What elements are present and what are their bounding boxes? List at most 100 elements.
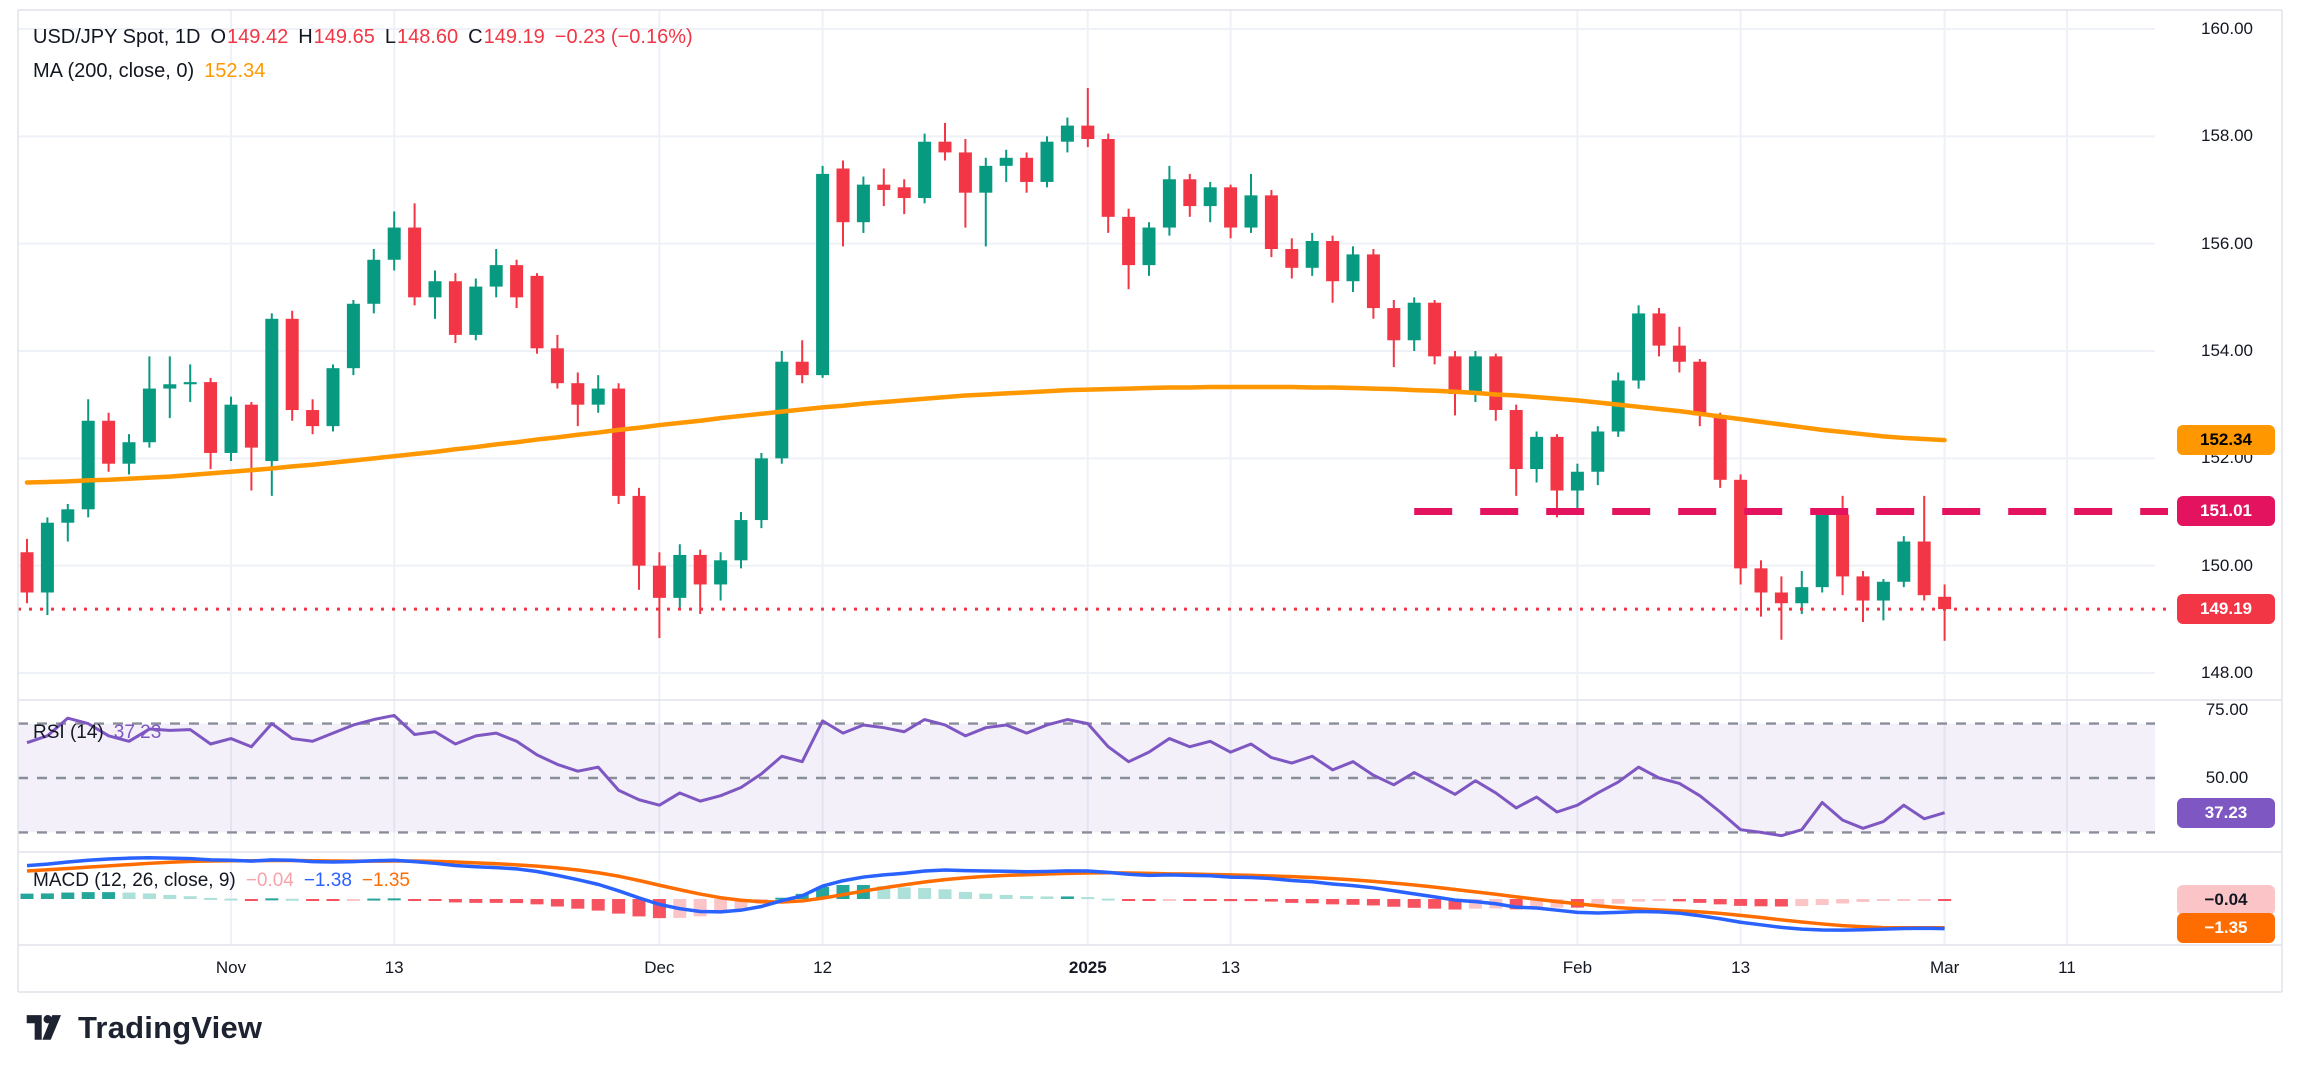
macd-histogram-bar — [510, 899, 524, 904]
macd-histogram-bar — [1754, 899, 1768, 907]
candle — [306, 399, 320, 435]
macd-histogram-bar — [81, 892, 95, 899]
rsi-pane[interactable] — [18, 700, 2155, 852]
macd-histogram-bar — [326, 899, 340, 901]
candle — [1856, 571, 1870, 623]
macd-histogram-bar — [979, 893, 993, 899]
macd-histogram-bar — [1672, 899, 1686, 902]
candle — [877, 168, 891, 207]
macd-histogram-bar — [163, 894, 177, 899]
macd-histogram-bar — [1652, 899, 1666, 901]
macd-histogram-bar — [428, 899, 442, 901]
macd-histogram-bar — [1917, 899, 1931, 901]
candle — [1897, 536, 1911, 588]
rsi-value-badge: 37.23 — [2177, 797, 2275, 828]
candle — [1876, 579, 1890, 621]
candle — [856, 176, 870, 233]
macd-histogram-bar — [775, 897, 789, 900]
candle — [1734, 474, 1748, 585]
ma-label: MA (200, close, 0) — [33, 60, 195, 82]
candle — [142, 356, 156, 448]
tradingview-logo[interactable]: TradingView — [26, 1010, 262, 1046]
macd-histogram-bar — [1264, 899, 1278, 902]
rsi-value: 37.23 — [113, 722, 162, 743]
rsi-legend[interactable]: RSI (14) 37.23 — [33, 722, 161, 744]
candle — [652, 552, 666, 639]
macd-histogram-bar — [469, 899, 483, 903]
macd-histogram-bar — [367, 898, 381, 901]
candle — [1938, 584, 1952, 641]
candle — [428, 270, 442, 319]
macd-histogram-bar — [183, 896, 197, 899]
candle — [1570, 463, 1584, 510]
macd-histogram-bar — [612, 899, 626, 914]
macd-hist-value: −0.04 — [245, 870, 294, 891]
candle — [734, 511, 748, 569]
macd-histogram-bar — [1285, 899, 1299, 903]
macd-histogram-bar — [1040, 896, 1054, 899]
candle — [1346, 246, 1360, 292]
candle — [918, 133, 932, 204]
candle — [693, 549, 707, 614]
time-axis-label: 13 — [1221, 958, 1241, 977]
candle — [224, 396, 238, 462]
macd-histogram-bar — [448, 899, 462, 903]
candle — [1815, 509, 1829, 593]
candle — [571, 372, 585, 427]
macd-histogram-bar — [1795, 899, 1809, 907]
candle — [1162, 165, 1176, 236]
macd-legend[interactable]: MACD (12, 26, close, 9) −0.04 −1.38 −1.3… — [33, 870, 410, 892]
time-axis-label: Nov — [215, 958, 247, 977]
candle — [163, 356, 177, 419]
macd-histogram-bar — [1693, 899, 1707, 903]
macd-histogram-bar — [1387, 899, 1401, 907]
time-axis-label: Dec — [644, 958, 675, 977]
macd-histogram-bar — [346, 899, 360, 901]
macd-line — [26, 855, 1945, 932]
macd-histogram-bar — [591, 899, 605, 911]
macd-histogram-bar — [387, 898, 401, 901]
macd-histogram-bar — [1591, 899, 1605, 907]
candle — [469, 278, 483, 341]
macd-histogram-bar — [1836, 899, 1850, 904]
candle — [979, 157, 993, 247]
candle — [1040, 136, 1054, 188]
candle — [1224, 184, 1238, 239]
symbol-legend[interactable]: USD/JPY Spot, 1D O 149.42 H 149.65 L 148.60… — [33, 26, 693, 49]
macd-histogram-bar — [958, 891, 972, 899]
macd-histogram-bar — [897, 887, 911, 899]
time-axis-label: Mar — [1929, 958, 1960, 977]
candle — [102, 412, 116, 472]
macd-histogram-bar — [530, 899, 544, 905]
price-axis-tick: 154.00 — [2201, 340, 2253, 360]
candle — [836, 160, 850, 247]
candle — [1203, 181, 1217, 223]
macd-histogram-bar — [122, 892, 136, 899]
macd-histogram-bar — [1856, 899, 1870, 903]
candle — [1591, 426, 1605, 486]
low-value: L 148.60 — [384, 26, 459, 48]
rsi-line — [26, 713, 1946, 838]
price-axis-tick: 156.00 — [2201, 233, 2253, 253]
macd-histogram-bar — [1101, 898, 1115, 901]
macd-label: MACD (12, 26, close, 9) — [33, 870, 236, 891]
candle — [1774, 576, 1788, 640]
macd-line-value: −1.38 — [303, 870, 352, 891]
candle — [1081, 88, 1095, 148]
candle — [1428, 300, 1442, 365]
macd-signal-value: −1.35 — [361, 870, 410, 891]
main-price-pane[interactable] — [18, 10, 2155, 700]
ma-legend[interactable]: MA (200, close, 0) 152.34 — [33, 60, 265, 83]
candle — [1264, 189, 1278, 258]
time-axis-label: 12 — [813, 958, 833, 977]
macd-histogram-bar — [102, 892, 116, 899]
macd-histogram-bar — [408, 899, 422, 901]
candle — [1142, 222, 1156, 276]
macd-histogram-bar — [1428, 899, 1442, 909]
candle — [754, 452, 768, 529]
macd-pane[interactable] — [18, 852, 2155, 945]
candle — [1305, 232, 1319, 276]
macd-histogram-bar — [1509, 899, 1523, 910]
